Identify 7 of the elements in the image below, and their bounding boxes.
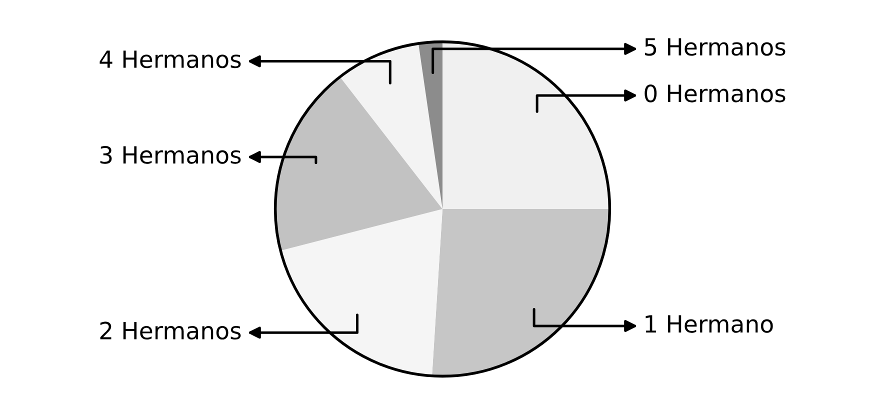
slice-label: 3 Hermanos [100, 146, 241, 164]
slice-label: 1 Hermano [646, 315, 773, 333]
pie-slice [418, 42, 442, 209]
slice-label: 5 Hermanos [644, 38, 786, 56]
slice-label: 4 Hermanos [100, 50, 241, 68]
slice-label: 0 Hermanos [644, 84, 786, 102]
slice-label: 2 Hermanos [100, 322, 241, 340]
